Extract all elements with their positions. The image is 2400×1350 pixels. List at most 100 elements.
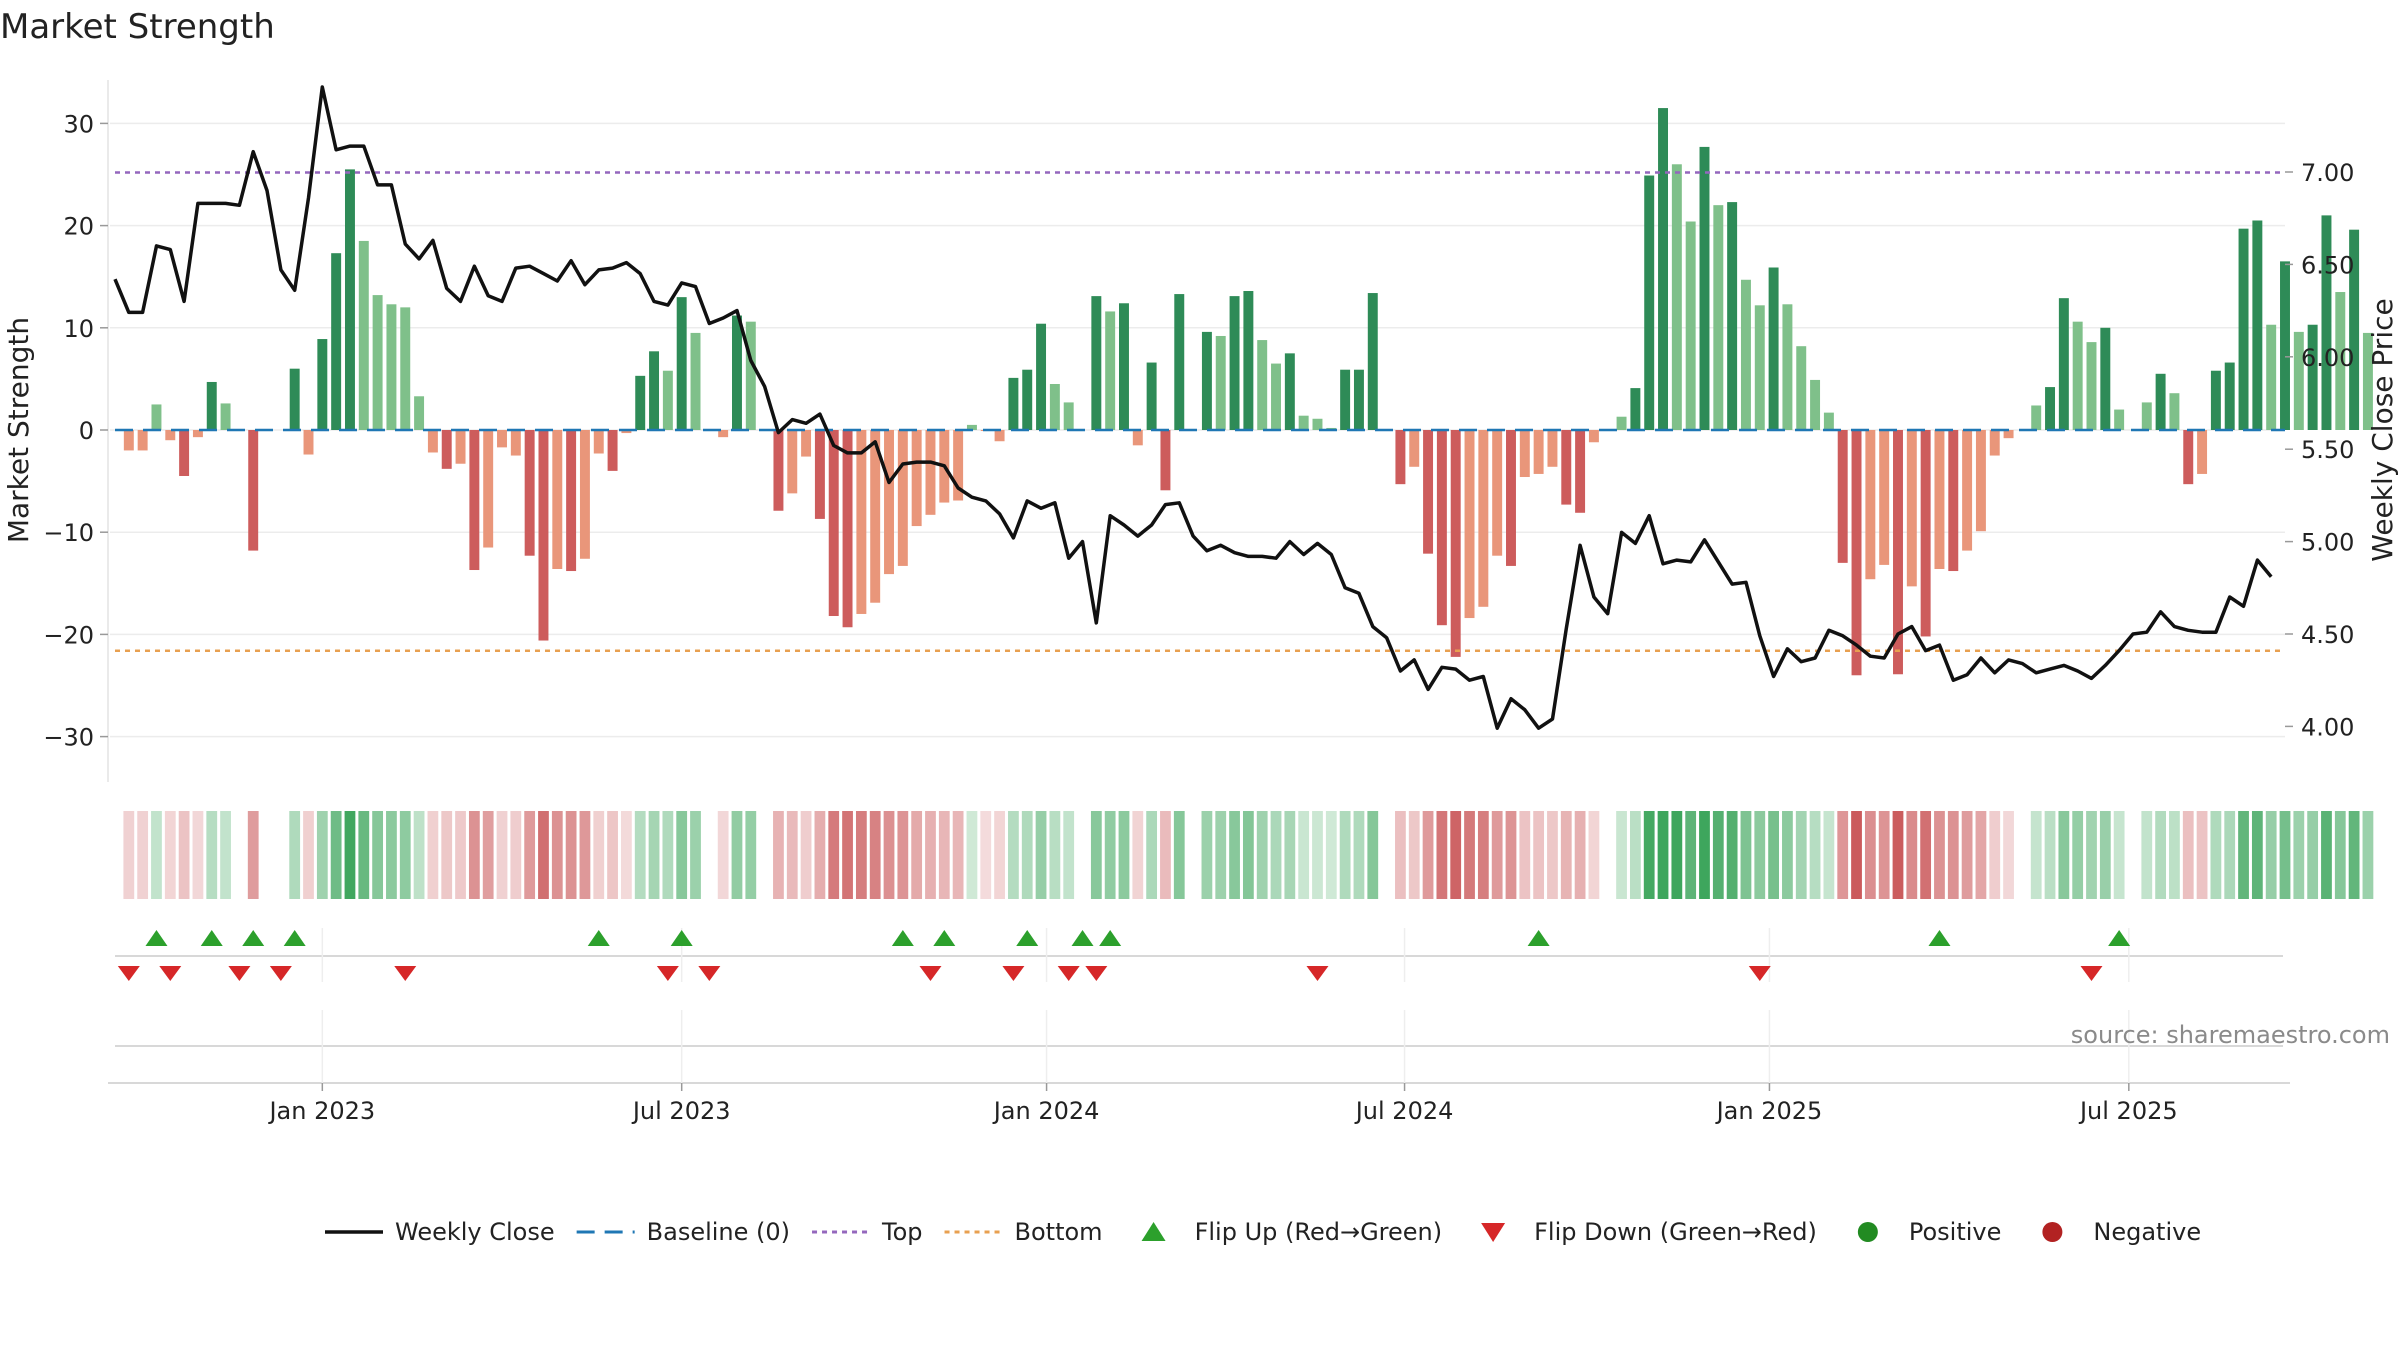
heat-cell (441, 811, 453, 899)
heat-cell (2086, 811, 2097, 899)
heat-cell (1961, 811, 1973, 899)
heat-cell (2279, 811, 2291, 899)
bar-positive (1036, 323, 1047, 430)
heat-cell (1049, 811, 1061, 899)
flip-down-marker (1085, 966, 1108, 981)
legend-label: Flip Down (Green→Red) (1534, 1218, 1817, 1246)
bar-positive (2031, 405, 2042, 430)
heat-cell (704, 811, 715, 899)
flip-up-marker (1928, 930, 1951, 946)
x-tick-label: Jan 2023 (267, 1097, 375, 1125)
legend-item-baseline: Baseline (0) (576, 1218, 790, 1246)
heat-cell (2265, 811, 2277, 899)
heat-cell (1505, 811, 1517, 899)
bar-positive (151, 404, 162, 430)
heat-cell (1256, 811, 1268, 899)
heat-cell (2251, 811, 2263, 899)
heat-cell (2113, 811, 2125, 899)
heat-cell (2334, 811, 2346, 899)
bar-negative (483, 430, 494, 548)
heat-cell (1533, 811, 1545, 899)
flip-up-marker (933, 930, 956, 946)
bar-positive (1644, 175, 1655, 430)
legend-label: Flip Up (Red→Green) (1195, 1218, 1443, 1246)
heat-cell (1892, 811, 1904, 899)
heat-cell (786, 811, 798, 899)
bar-positive (2224, 362, 2235, 430)
bar-positive (1146, 362, 1157, 430)
heat-cell (1823, 811, 1835, 899)
bar-negative (1920, 430, 1931, 637)
heat-cell (1795, 811, 1807, 899)
y-tick-label: −10 (43, 519, 94, 547)
bar-negative (1906, 430, 1917, 587)
bar-negative (2197, 430, 2208, 474)
heat-cell (164, 811, 176, 899)
bar-positive (731, 315, 742, 430)
bar-positive (1284, 353, 1295, 430)
heat-cell (1367, 811, 1379, 899)
y2-axis-title: Weekly Close Price (2366, 298, 2399, 561)
y2-tick-label: 6.00 (2301, 344, 2354, 372)
bar-negative (469, 430, 480, 571)
heat-cell (1878, 811, 1890, 899)
bar-positive (2210, 370, 2221, 430)
bar-negative (814, 430, 825, 519)
heat-cell (1298, 811, 1310, 899)
bar-negative (593, 430, 604, 454)
heat-cell (1146, 811, 1158, 899)
heat-cell (1477, 811, 1489, 899)
threshold-lines (115, 171, 2285, 653)
heat-cell (1989, 811, 2001, 899)
flip-down-marker (919, 966, 942, 981)
heat-cell (1934, 811, 1945, 899)
legend-item-positive: Positive (1857, 1218, 2001, 1246)
heat-cell (1270, 811, 1282, 899)
heat-cell (911, 811, 923, 899)
legend-swatch-negative (2042, 1222, 2063, 1242)
heat-cell (1035, 811, 1047, 899)
heat-cell (648, 811, 660, 899)
heat-cell (1215, 811, 1227, 899)
bar-positive (2307, 324, 2318, 430)
flip-down-marker (1306, 966, 1329, 981)
heat-cell (289, 811, 301, 899)
flip-down-marker (159, 966, 182, 981)
heat-cell (1616, 811, 1627, 899)
heat-cell (427, 811, 439, 899)
legend-label: Top (881, 1218, 923, 1246)
bar-positive (662, 370, 673, 430)
bar-positive (1298, 415, 1309, 430)
flip-up-marker (242, 930, 265, 946)
bar-positive (2155, 373, 2166, 430)
bar-negative (718, 430, 729, 438)
heat-cell (1851, 811, 1862, 899)
legend-swatch-flip-up (1141, 1222, 1166, 1241)
bar-positive (676, 297, 687, 430)
bar-negative (248, 430, 259, 551)
bar-positive (1091, 296, 1102, 430)
flip-up-marker (283, 930, 306, 946)
y-tick-label: −20 (43, 621, 94, 649)
heat-cell (1090, 811, 1102, 899)
heat-cell (262, 811, 273, 899)
bar-negative (303, 430, 314, 455)
y2-tick-label: 4.00 (2301, 713, 2354, 741)
flip-up-marker (1016, 930, 1039, 946)
heat-cell (2348, 811, 2360, 899)
legend-label: Baseline (0) (647, 1218, 790, 1246)
heat-cell (2321, 811, 2332, 899)
bar-positive (966, 424, 977, 430)
bar-positive (1353, 369, 1364, 430)
flip-markers (108, 928, 2290, 1084)
heat-cell (524, 811, 536, 899)
bar-positive (1713, 205, 1724, 430)
bar-positive (2349, 229, 2360, 430)
heat-cell (717, 811, 729, 899)
heat-cell (1436, 811, 1448, 899)
bar-negative (566, 430, 577, 572)
x-tick-label: Jan 2024 (992, 1097, 1100, 1125)
heat-cell (151, 811, 162, 899)
bar-positive (1754, 305, 1765, 430)
bar-positive (1810, 379, 1821, 430)
